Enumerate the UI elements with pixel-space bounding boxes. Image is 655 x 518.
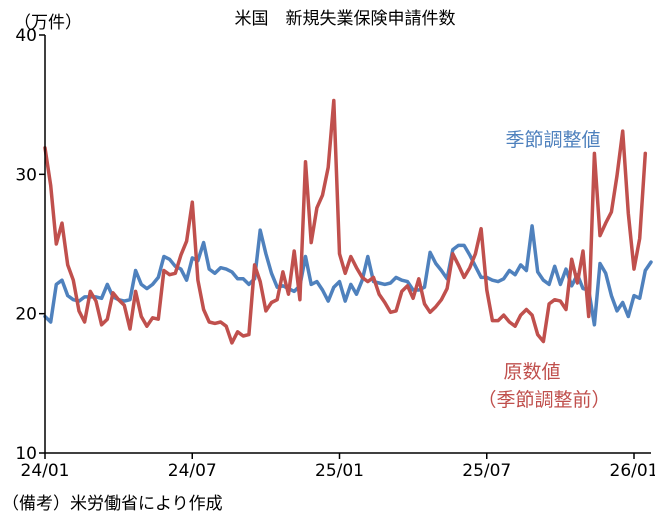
y-unit-label: （万件） (14, 13, 82, 33)
x-tick-label: 24/01 (21, 461, 70, 481)
series-label-raw: （季節調整前） (477, 389, 610, 411)
x-tick-label: 25/07 (462, 461, 511, 481)
chart-title: 米国 新規失業保険申請件数 (235, 9, 456, 29)
y-tick-label: 40 (15, 26, 37, 46)
x-tick-label: 26/01 (610, 461, 655, 481)
source-note: （備考）米労働省により作成 (2, 494, 223, 514)
y-tick-label: 10 (15, 444, 37, 464)
y-tick-label: 30 (15, 165, 37, 185)
series-line-raw (43, 98, 648, 345)
series-line-seasonally-adjusted (43, 224, 653, 327)
series-label-seasonally-adjusted: 季節調整値 (505, 129, 600, 151)
x-tick-label: 25/01 (315, 461, 364, 481)
series-label-raw: 原数値 (503, 361, 560, 383)
x-tick-label: 24/07 (168, 461, 217, 481)
y-tick-label: 20 (15, 305, 37, 325)
